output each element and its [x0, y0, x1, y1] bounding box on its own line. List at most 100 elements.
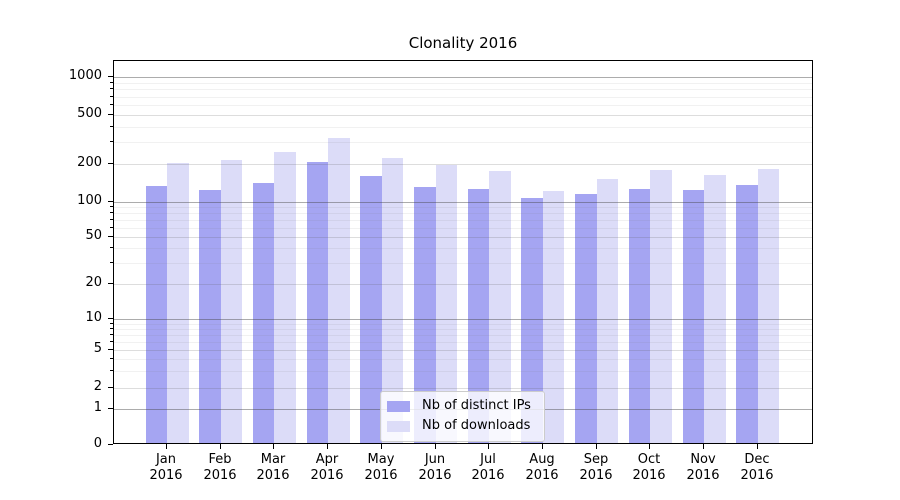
- legend-label-distinct-ips: Nb of distinct IPs: [422, 398, 531, 413]
- legend: Nb of distinct IPs Nb of downloads: [380, 391, 545, 442]
- x-tick-label: Feb 2016: [203, 452, 237, 483]
- bar-nb-of-downloads-may-2016: [381, 158, 404, 443]
- gridline-minor: [114, 127, 812, 128]
- gridline-2: [114, 388, 812, 389]
- gridline-1000: [114, 77, 812, 78]
- x-tick-mark: [703, 444, 704, 449]
- gridline-minor: [114, 248, 812, 249]
- legend-swatch-distinct-ips-icon: [387, 400, 410, 412]
- x-tick-mark: [757, 444, 758, 449]
- x-tick-mark: [273, 444, 274, 449]
- y-tick-label: 200: [77, 155, 102, 170]
- x-tick-mark: [649, 444, 650, 449]
- y-minor-tick-mark: [110, 341, 113, 342]
- gridline-minor: [114, 89, 812, 90]
- gridline-minor: [114, 324, 812, 325]
- y-minor-tick-mark: [110, 126, 113, 127]
- gridline-200: [114, 164, 812, 165]
- gridline-minor: [114, 97, 812, 98]
- y-tick-label: 50: [85, 228, 102, 243]
- x-tick-label: May 2016: [364, 452, 398, 483]
- y-minor-tick-mark: [110, 323, 113, 324]
- gridline-minor: [114, 371, 812, 372]
- y-tick-mark: [108, 76, 113, 77]
- x-tick-mark: [220, 444, 221, 449]
- gridline-minor: [114, 83, 812, 84]
- x-tick-label: Jan 2016: [149, 452, 183, 483]
- y-minor-tick-mark: [110, 334, 113, 335]
- y-minor-tick-mark: [110, 328, 113, 329]
- legend-label-downloads: Nb of downloads: [422, 418, 531, 433]
- legend-item-downloads: Nb of downloads: [387, 416, 536, 436]
- x-tick-label: Apr 2016: [310, 452, 344, 483]
- y-tick-mark: [108, 163, 113, 164]
- plot-area: [113, 60, 813, 444]
- x-tick-label: Sep 2016: [579, 452, 613, 483]
- bar-nb-of-downloads-aug-2016: [542, 190, 565, 443]
- y-tick-label: 500: [77, 106, 102, 121]
- y-tick-mark: [108, 349, 113, 350]
- legend-swatch-downloads-icon: [387, 420, 410, 432]
- y-minor-tick-mark: [110, 358, 113, 359]
- y-tick-label: 1: [93, 400, 102, 415]
- bar-nb-of-downloads-mar-2016: [274, 151, 296, 443]
- x-tick-mark: [488, 444, 489, 449]
- y-minor-tick-mark: [110, 88, 113, 89]
- gridline-minor: [114, 228, 812, 229]
- x-tick-mark: [542, 444, 543, 449]
- bar-nb-of-distinct-ips-jul-2016: [467, 189, 490, 443]
- bar-nb-of-distinct-ips-apr-2016: [306, 162, 329, 443]
- y-minor-tick-mark: [110, 141, 113, 142]
- y-minor-tick-mark: [110, 247, 113, 248]
- y-minor-tick-mark: [110, 206, 113, 207]
- bar-nb-of-distinct-ips-jun-2016: [414, 186, 436, 443]
- x-tick-label: Nov 2016: [686, 452, 720, 483]
- bar-nb-of-distinct-ips-jan-2016: [145, 185, 167, 443]
- bar-nb-of-downloads-jun-2016: [435, 164, 457, 443]
- gridline-minor: [114, 207, 812, 208]
- y-minor-tick-mark: [110, 104, 113, 105]
- x-tick-mark: [381, 444, 382, 449]
- gridline-minor: [114, 105, 812, 106]
- bar-nb-of-downloads-oct-2016: [650, 170, 672, 443]
- y-tick-label: 5: [93, 341, 102, 356]
- bar-nb-of-distinct-ips-nov-2016: [682, 189, 704, 443]
- gridline-minor: [114, 342, 812, 343]
- gridline-minor: [114, 359, 812, 360]
- y-tick-mark: [108, 114, 113, 115]
- bar-nb-of-distinct-ips-oct-2016: [628, 189, 651, 443]
- x-tick-mark: [166, 444, 167, 449]
- x-tick-mark: [596, 444, 597, 449]
- bar-nb-of-downloads-nov-2016: [704, 174, 726, 443]
- x-tick-mark: [327, 444, 328, 449]
- bar-nb-of-distinct-ips-dec-2016: [736, 184, 758, 443]
- y-tick-label: 20: [85, 275, 102, 290]
- bar-nb-of-distinct-ips-aug-2016: [521, 197, 543, 443]
- y-tick-label: 2: [93, 379, 102, 394]
- x-tick-label: Dec 2016: [740, 452, 774, 483]
- y-tick-label: 1000: [68, 68, 102, 83]
- y-minor-tick-mark: [110, 370, 113, 371]
- y-minor-tick-mark: [110, 96, 113, 97]
- gridline-500: [114, 115, 812, 116]
- y-minor-tick-mark: [110, 82, 113, 83]
- bar-nb-of-distinct-ips-mar-2016: [252, 183, 275, 443]
- gridline-minor: [114, 335, 812, 336]
- bar-nb-of-downloads-apr-2016: [328, 138, 350, 443]
- gridline-minor: [114, 220, 812, 221]
- y-tick-mark: [108, 387, 113, 388]
- gridline-50: [114, 237, 812, 238]
- bar-nb-of-distinct-ips-may-2016: [360, 176, 382, 443]
- y-tick-label: 10: [85, 310, 102, 325]
- y-tick-mark: [108, 236, 113, 237]
- gridline-20: [114, 284, 812, 285]
- bar-nb-of-downloads-jul-2016: [489, 170, 511, 443]
- chart-title: Clonality 2016: [408, 34, 518, 52]
- x-tick-label: Jun 2016: [418, 452, 452, 483]
- y-tick-mark: [108, 318, 113, 319]
- y-minor-tick-mark: [110, 212, 113, 213]
- x-tick-mark: [435, 444, 436, 449]
- gridline-minor: [114, 263, 812, 264]
- y-tick-mark: [108, 408, 113, 409]
